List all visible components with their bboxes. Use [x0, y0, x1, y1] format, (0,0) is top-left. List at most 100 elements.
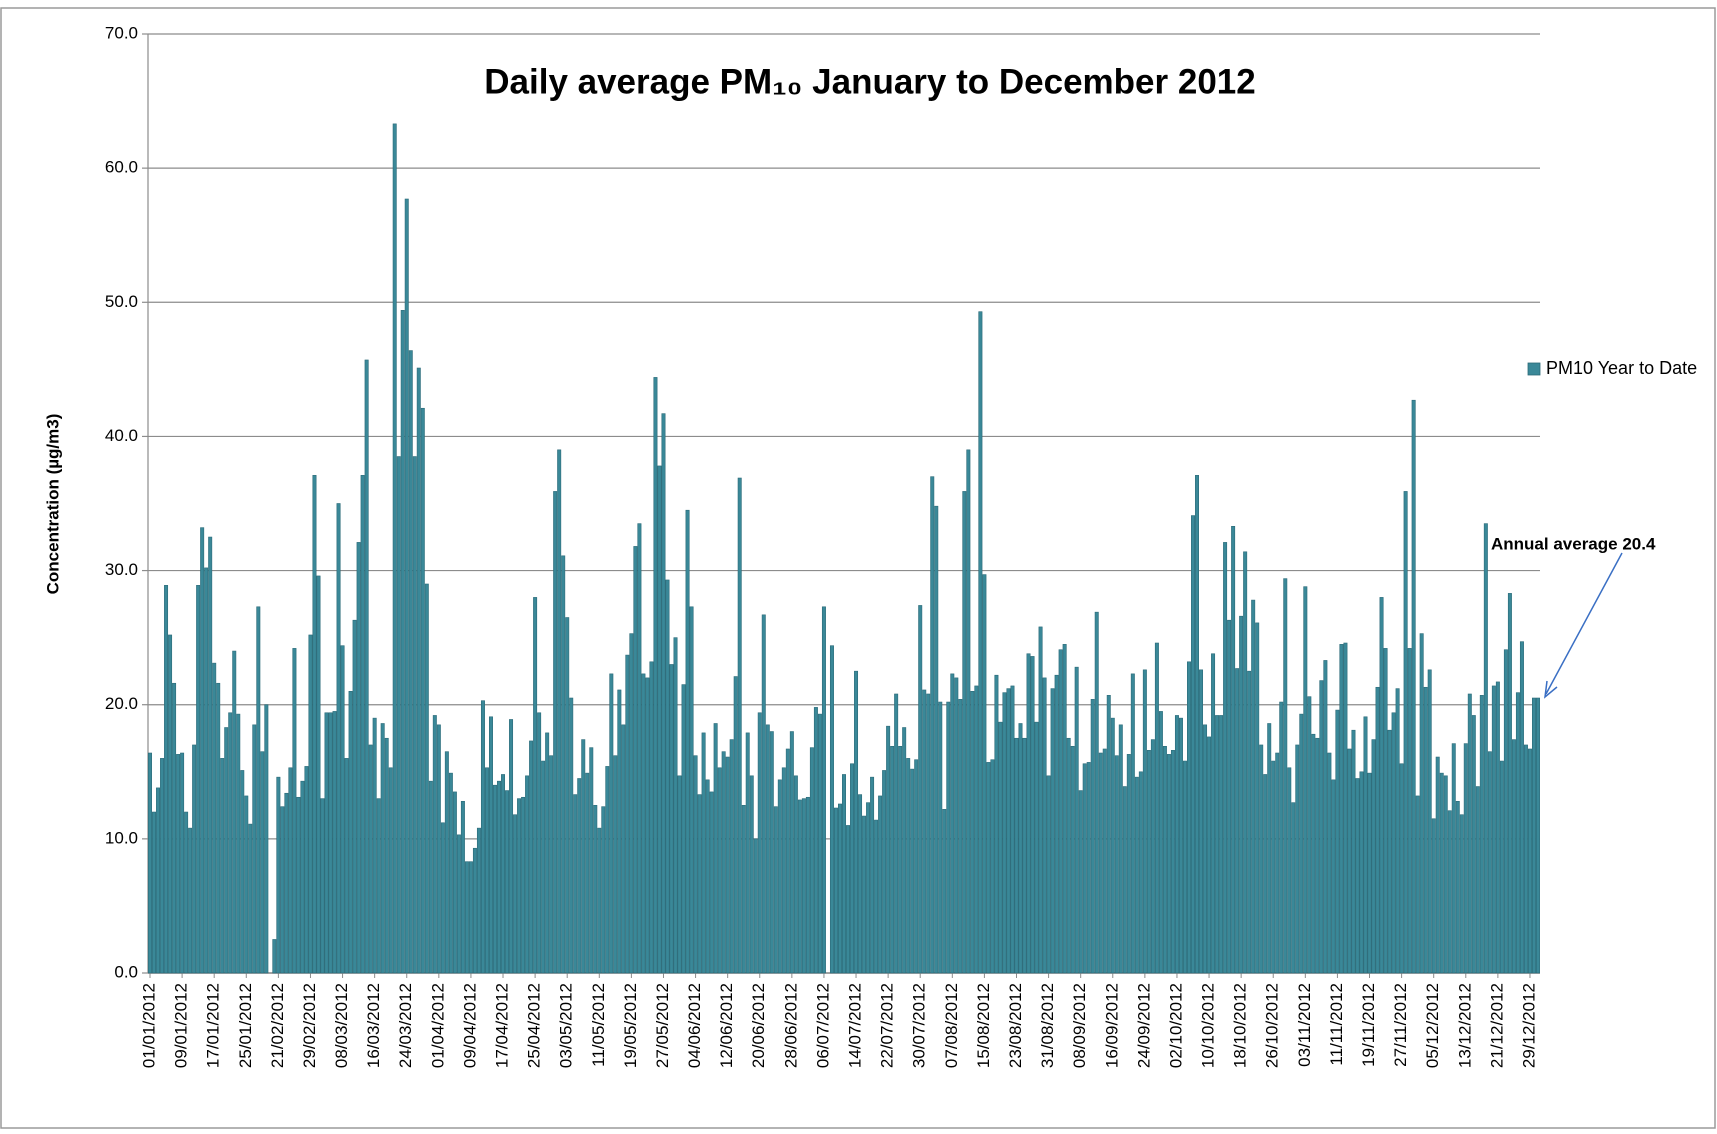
x-tick-label: 17/04/2012: [493, 983, 512, 1068]
bar: [316, 575, 321, 974]
bar: [637, 523, 642, 974]
x-tick-label: 12/06/2012: [717, 983, 736, 1068]
bar: [436, 724, 441, 974]
bar: [1002, 692, 1007, 974]
bar: [260, 751, 265, 974]
bar: [1427, 669, 1432, 974]
bar: [625, 654, 630, 974]
bar: [1259, 744, 1264, 974]
bar: [781, 767, 786, 974]
y-tick-label: 40.0: [105, 426, 138, 445]
bar: [890, 745, 895, 974]
bar: [168, 634, 173, 974]
bar: [565, 617, 570, 974]
bar: [998, 721, 1003, 974]
bar: [557, 449, 562, 974]
bar: [894, 693, 899, 974]
bar: [1110, 717, 1115, 974]
bar: [970, 690, 975, 974]
bar: [1018, 723, 1023, 974]
bar: [1098, 752, 1103, 974]
bar: [605, 766, 610, 974]
bar: [1419, 633, 1424, 974]
bar: [541, 760, 546, 974]
bar: [1050, 688, 1055, 974]
bar: [1239, 615, 1244, 974]
bar: [838, 803, 842, 974]
bar: [769, 731, 774, 974]
bar: [148, 752, 152, 974]
y-axis-label: Concentration (µg/m3): [43, 414, 62, 595]
bar: [296, 796, 301, 974]
bar: [817, 713, 822, 974]
bar: [1203, 724, 1208, 974]
bar: [621, 724, 626, 974]
bar: [737, 477, 742, 974]
bar: [866, 802, 871, 974]
x-tick-label: 13/12/2012: [1455, 983, 1474, 1068]
bar: [1487, 751, 1492, 974]
bar: [1034, 721, 1039, 974]
bar: [966, 449, 971, 974]
bar: [537, 712, 542, 974]
bar: [1158, 711, 1163, 974]
bar: [589, 747, 594, 974]
x-tick-label: 27/11/2012: [1391, 983, 1410, 1067]
bar: [1395, 688, 1400, 974]
x-tick-label: 02/10/2012: [1166, 983, 1185, 1068]
bar: [328, 712, 333, 974]
bar: [200, 527, 205, 974]
bar: [950, 673, 955, 974]
bar: [1162, 745, 1167, 974]
bar: [489, 716, 493, 974]
bar: [1359, 771, 1364, 974]
x-tick-label: 24/09/2012: [1134, 983, 1153, 1068]
bar: [196, 585, 201, 974]
bar: [1411, 399, 1416, 974]
bar: [581, 739, 586, 974]
bar: [525, 775, 530, 974]
bar: [1399, 763, 1404, 974]
bar: [1150, 739, 1155, 974]
bar: [497, 780, 501, 974]
bar: [184, 811, 189, 974]
bar: [1431, 818, 1436, 974]
bar: [1339, 644, 1344, 974]
bar: [1471, 715, 1476, 974]
bar: [1319, 680, 1324, 974]
x-tick-label: 16/09/2012: [1102, 983, 1121, 1068]
bar: [292, 648, 297, 974]
bar: [1375, 686, 1380, 974]
legend-swatch: [1527, 362, 1541, 376]
bar: [878, 795, 883, 974]
bar: [789, 731, 794, 974]
bar: [657, 465, 662, 974]
y-tick-label: 50.0: [105, 292, 138, 311]
bar: [280, 806, 285, 974]
y-tick-label: 20.0: [105, 694, 138, 713]
bar: [1231, 526, 1236, 974]
bar: [1351, 729, 1356, 974]
bar: [440, 822, 445, 974]
bar: [1030, 656, 1035, 974]
bar: [521, 796, 526, 974]
bar: [1515, 692, 1520, 974]
bar: [1042, 677, 1047, 974]
bar: [1166, 754, 1171, 974]
bar: [1038, 626, 1043, 974]
bar: [284, 792, 289, 974]
bar: [228, 712, 233, 974]
bar: [1479, 695, 1484, 974]
x-tick-label: 29/02/2012: [300, 983, 319, 1068]
bar: [693, 755, 698, 974]
bar: [1447, 810, 1452, 974]
bar: [224, 727, 229, 974]
bar: [701, 732, 706, 974]
bar: [1126, 754, 1131, 974]
bar: [850, 763, 855, 974]
bar: [974, 685, 979, 974]
bar: [452, 791, 457, 974]
bar: [1355, 778, 1360, 974]
bar: [484, 767, 489, 974]
